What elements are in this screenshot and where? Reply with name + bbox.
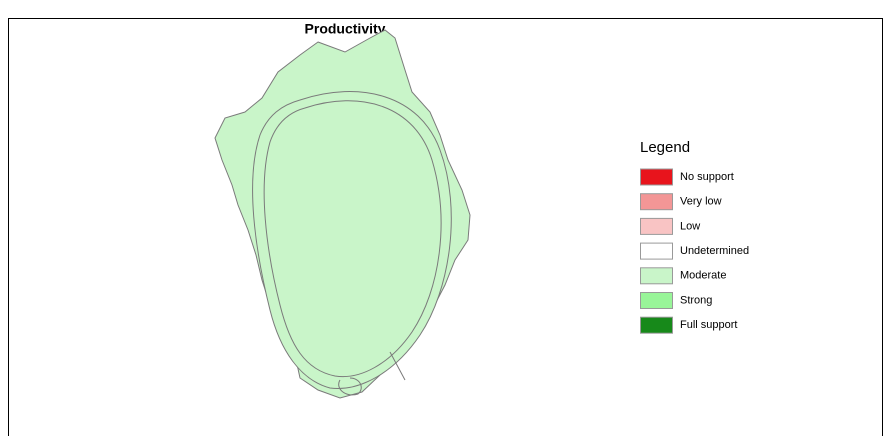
- legend-swatch: [640, 217, 673, 235]
- legend-label: Low: [680, 220, 700, 232]
- legend-swatch: [640, 292, 673, 309]
- legend-label: Very low: [680, 196, 722, 208]
- legend-swatch: [640, 193, 673, 211]
- legend-swatch: [640, 316, 673, 334]
- region-boundary: [338, 351, 406, 396]
- legend-title: Legend: [640, 139, 690, 156]
- legend-swatch: [640, 267, 673, 285]
- legend-label: Strong: [680, 294, 712, 306]
- map-regions: [214, 29, 471, 399]
- map-title: Productivity: [305, 21, 386, 37]
- legend-label: No support: [680, 171, 734, 183]
- legend-swatch: [640, 242, 673, 260]
- legend-swatch: [640, 168, 673, 186]
- legend: No support Very low Low Undetermined Moderat…: [640, 168, 749, 334]
- inner-region: [263, 100, 442, 378]
- legend-label: Moderate: [680, 270, 726, 282]
- legend-label: Full support: [680, 319, 737, 331]
- legend-label: Undetermined: [680, 245, 749, 257]
